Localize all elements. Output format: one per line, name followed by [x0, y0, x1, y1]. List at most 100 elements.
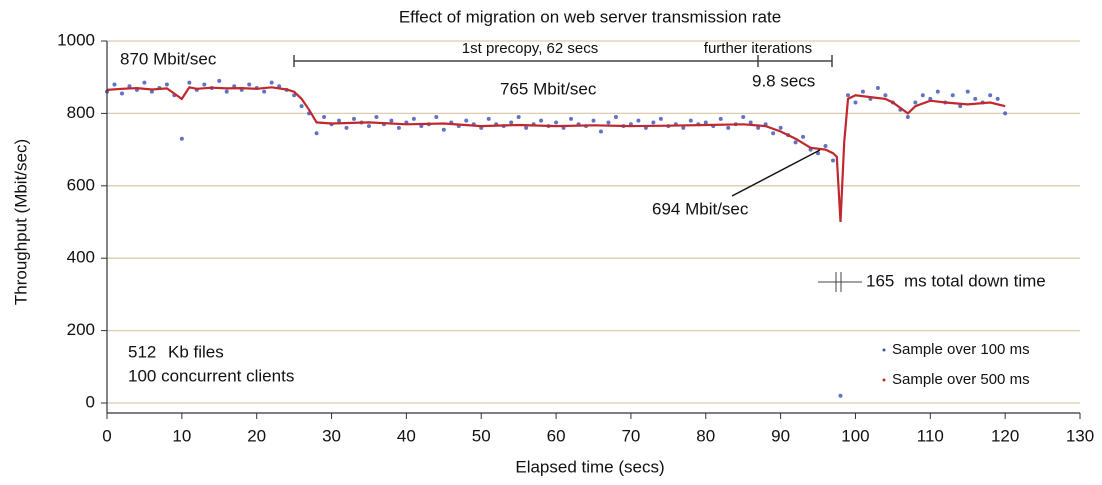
data-point — [366, 124, 371, 129]
x-tick-label: 30 — [322, 426, 341, 445]
data-point — [995, 96, 1000, 101]
marks — [105, 78, 1008, 398]
data-point — [269, 80, 274, 85]
data-point — [292, 93, 297, 98]
data-point — [958, 104, 963, 109]
annotation: 512 — [128, 342, 156, 361]
data-point — [441, 127, 446, 132]
x-axis-label: Elapsed time (secs) — [515, 457, 664, 476]
data-point — [344, 125, 349, 130]
y-tick-label: 1000 — [57, 30, 95, 49]
data-point — [920, 93, 925, 98]
annotation: Kb files — [168, 342, 224, 361]
data-point — [247, 82, 252, 87]
data-point — [217, 78, 222, 83]
data-point — [299, 104, 304, 109]
data-point — [187, 80, 192, 85]
data-point — [224, 89, 229, 94]
data-point — [202, 82, 207, 87]
data-point — [591, 118, 596, 123]
data-point — [606, 120, 611, 125]
data-point — [718, 116, 723, 121]
data-point — [778, 125, 783, 130]
annotation: further iterations — [704, 40, 812, 57]
annotation: 165 — [866, 271, 894, 290]
data-point — [509, 120, 514, 125]
data-point — [119, 91, 124, 96]
data-point — [149, 89, 154, 94]
y-tick-label: 800 — [67, 103, 95, 122]
data-point — [853, 100, 858, 105]
annotation: 100 concurrent clients — [128, 366, 294, 385]
data-point — [801, 134, 806, 139]
data-point — [179, 136, 184, 141]
data-point — [314, 131, 319, 136]
data-point — [539, 118, 544, 123]
data-point — [636, 118, 641, 123]
data-point — [569, 116, 574, 121]
data-point — [688, 118, 693, 123]
data-point — [351, 116, 356, 121]
data-point — [389, 118, 394, 123]
annotation: ms total down time — [904, 271, 1046, 290]
data-point — [726, 125, 731, 130]
data-point — [793, 140, 798, 145]
data-point — [337, 118, 342, 123]
data-point — [164, 82, 169, 87]
data-point — [658, 116, 663, 121]
data-point — [988, 93, 993, 98]
data-point — [913, 100, 918, 105]
x-tick-label: 100 — [841, 426, 869, 445]
data-point — [486, 116, 491, 121]
data-point — [845, 93, 850, 98]
legend-label: Sample over 100 ms — [892, 341, 1030, 358]
data-point — [516, 115, 521, 120]
x-tick-label: 20 — [247, 426, 266, 445]
data-point — [127, 84, 132, 89]
data-point — [838, 393, 843, 398]
data-point — [374, 115, 379, 120]
data-point — [434, 115, 439, 120]
grid: 0 200 400 600 800 1000 0 10 20 30 40 50 60 70 80 90 100 1… — [57, 30, 1094, 445]
annotation: 1st precopy, 62 secs — [462, 40, 598, 57]
x-tick-label: 70 — [621, 426, 640, 445]
x-tick-label: 40 — [397, 426, 416, 445]
data-point — [823, 143, 828, 148]
data-point — [756, 125, 761, 130]
data-point — [613, 115, 618, 120]
arrow — [731, 149, 821, 197]
data-point — [322, 115, 327, 120]
legend: Sample over 100 ms Sample over 500 ms — [882, 341, 1030, 388]
x-tick-label: 10 — [172, 426, 191, 445]
x-tick-label: 130 — [1066, 426, 1094, 445]
x-tick-label: 80 — [696, 426, 715, 445]
data-point — [741, 115, 746, 120]
data-point — [396, 125, 401, 130]
data-point — [875, 86, 880, 91]
data-point — [112, 82, 117, 87]
data-point — [973, 96, 978, 101]
data-point — [524, 125, 529, 130]
data-point — [651, 120, 656, 125]
annotation: 765 Mbit/sec — [500, 79, 597, 98]
y-tick-label: 600 — [67, 175, 95, 194]
data-point — [860, 89, 865, 94]
data-point — [831, 158, 836, 163]
legend-label: Sample over 500 ms — [892, 371, 1030, 388]
data-point — [950, 93, 955, 98]
data-point — [771, 131, 776, 136]
data-point — [905, 115, 910, 120]
data-point — [965, 89, 970, 94]
x-tick-label: 60 — [547, 426, 566, 445]
legend-marker — [882, 378, 886, 382]
annotation: 9.8 secs — [752, 71, 815, 90]
data-point — [262, 89, 267, 94]
data-point — [681, 125, 686, 130]
x-tick-label: 120 — [991, 426, 1019, 445]
data-point — [935, 89, 940, 94]
annotation: 870 Mbit/sec — [120, 49, 217, 68]
data-point — [748, 120, 753, 125]
data-point — [883, 93, 888, 98]
y-tick-label: 200 — [67, 320, 95, 339]
